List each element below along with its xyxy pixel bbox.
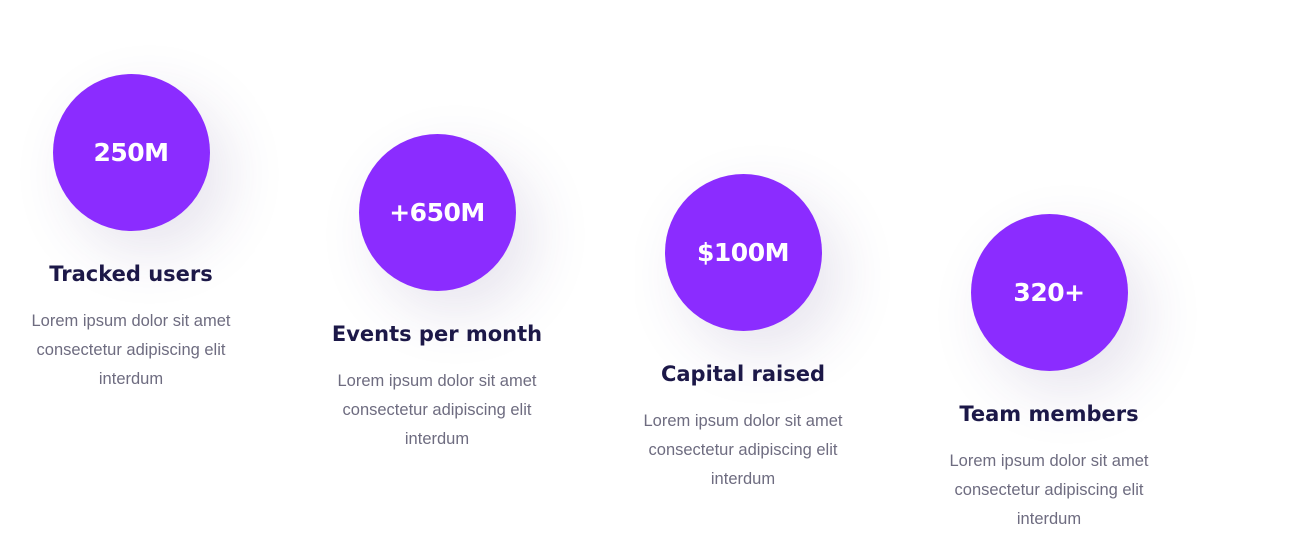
stat-title: Events per month <box>331 322 543 346</box>
stat-circle: 250M <box>52 74 210 231</box>
stat-title: Tracked users <box>49 262 213 286</box>
stat-card-events-per-month: +650M Events per month Lorem ipsum dolor… <box>307 134 567 454</box>
stat-card-tracked-users: 250M Tracked users Lorem ipsum dolor sit… <box>1 74 261 394</box>
stat-description: Lorem ipsum dolor sit amet consectetur a… <box>31 312 231 388</box>
stat-description: Lorem ipsum dolor sit amet consectetur a… <box>949 452 1149 528</box>
stat-description: Lorem ipsum dolor sit amet consectetur a… <box>643 412 843 488</box>
stat-card-capital-raised: $100M Capital raised Lorem ipsum dolor s… <box>613 174 873 494</box>
stat-value: +650M <box>389 198 485 227</box>
stat-description: Lorem ipsum dolor sit amet consectetur a… <box>337 372 537 448</box>
stat-value: $100M <box>697 238 789 267</box>
stat-circle: +650M <box>358 134 516 291</box>
stat-title: Team members <box>959 402 1139 426</box>
stat-circle: 320+ <box>970 214 1128 371</box>
stat-circle: $100M <box>664 174 822 331</box>
stat-card-team-members: 320+ Team members Lorem ipsum dolor sit … <box>919 214 1179 534</box>
stat-title: Capital raised <box>660 362 826 386</box>
stat-value: 250M <box>93 138 169 167</box>
stat-value: 320+ <box>1013 278 1085 307</box>
